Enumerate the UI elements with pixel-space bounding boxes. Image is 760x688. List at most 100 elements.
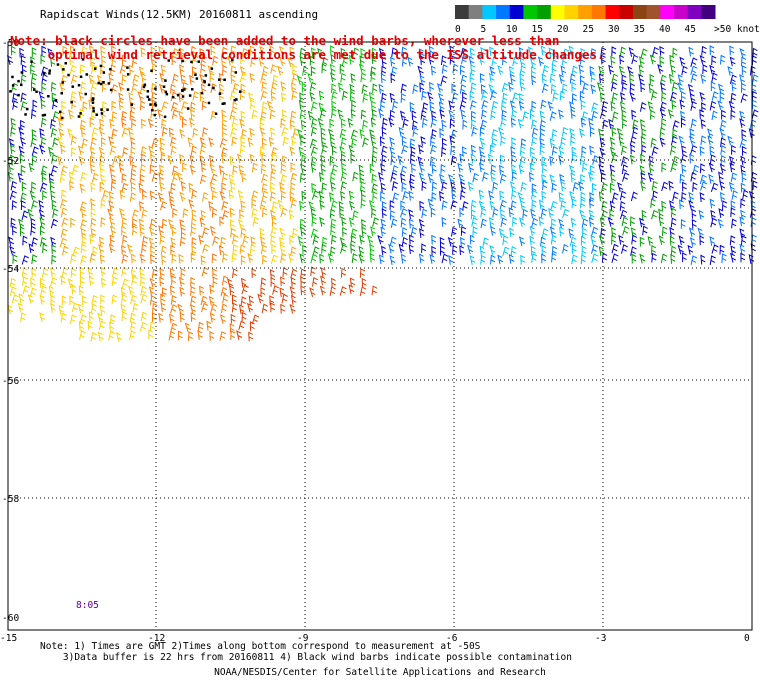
wind-barb [499,154,505,165]
wind-barb [348,144,355,155]
wind-barb [731,81,737,92]
wind-barb [729,235,736,246]
wind-barb [279,227,286,238]
wind-barb [529,172,535,182]
quality-flag-dot [223,78,226,81]
wind-barb [90,303,97,314]
wind-barb [372,191,378,201]
wind-barb [129,101,136,112]
wind-barb [669,145,677,155]
wind-barb [222,293,229,304]
wind-barb [279,182,285,192]
wind-barb [630,246,637,256]
wind-barb [710,209,716,220]
wind-barb [329,63,336,74]
wind-barb [231,252,238,263]
wind-barb [672,155,680,166]
wind-barb [312,277,319,287]
wind-barb [170,322,178,333]
wind-barb [707,135,714,146]
wind-barb [578,128,585,138]
wind-barb [541,253,546,264]
wind-barb [409,173,415,184]
wind-barb [670,245,677,256]
wind-barb [360,189,366,200]
wind-barb [199,155,206,166]
wind-barb [237,219,245,229]
wind-barb [500,117,507,128]
wind-barb [230,227,236,238]
wind-barb [581,145,587,156]
wind-barb [739,216,746,227]
wind-barb [448,174,455,184]
wind-barb [12,225,17,236]
wind-barb [501,100,507,111]
wind-barb [752,99,757,110]
wind-barb [420,55,426,66]
wind-barb [391,47,398,58]
wind-barb [111,45,117,56]
wind-barb [368,91,375,102]
wind-barb [212,235,220,246]
wind-barb [87,267,94,277]
wind-barb [102,101,108,112]
wind-barb [671,99,677,110]
wind-barb [688,227,696,237]
wind-barb [151,138,159,148]
wind-barb [531,75,537,86]
wind-barb [197,321,204,332]
wind-barb [280,118,286,128]
wind-barb [281,293,289,304]
wind-barb [112,267,119,278]
wind-barb [709,45,715,56]
wind-barb [290,268,298,279]
wind-barb [100,217,106,227]
wind-barb [190,145,198,156]
wind-barb [489,66,496,76]
wind-barb [259,199,267,210]
quality-flag-dot [99,82,103,86]
wind-barb [140,72,147,83]
wind-barb [199,144,206,155]
wind-barb [448,109,455,120]
wind-barb [41,73,48,84]
wind-barb [497,65,504,75]
wind-barb [151,172,159,182]
wind-barb [282,136,289,147]
wind-barb [500,217,508,228]
wind-barb [140,285,147,296]
wind-barb [360,48,366,58]
wind-barb [390,172,398,182]
wind-barb [408,190,415,201]
wind-barb [159,164,165,175]
wind-barb [358,164,364,175]
wind-barb [488,83,495,94]
wind-barb [247,92,255,103]
wind-barb [149,295,157,305]
wind-barb [672,128,678,139]
wind-barb [41,172,47,183]
wind-barb [329,118,335,129]
wind-barb [570,135,576,146]
wind-barb [658,216,665,227]
wind-barb [340,171,348,182]
wind-barb [621,82,628,92]
wind-barb [71,284,77,295]
wind-barb [752,74,759,84]
wind-barb [728,155,736,166]
wind-barb [339,63,345,74]
wind-barb [369,243,375,254]
wind-barb [72,246,80,257]
wind-barb [600,182,608,193]
wind-barb [110,173,117,184]
wind-barb [308,201,315,211]
quality-flag-dot [221,102,224,105]
wind-barb [512,216,518,227]
wind-barb [27,208,34,219]
wind-barb [178,47,186,58]
wind-barb [51,199,57,210]
wind-barb [608,118,615,129]
wind-barb [367,234,374,245]
wind-barb [739,228,746,239]
wind-barb [419,200,425,211]
